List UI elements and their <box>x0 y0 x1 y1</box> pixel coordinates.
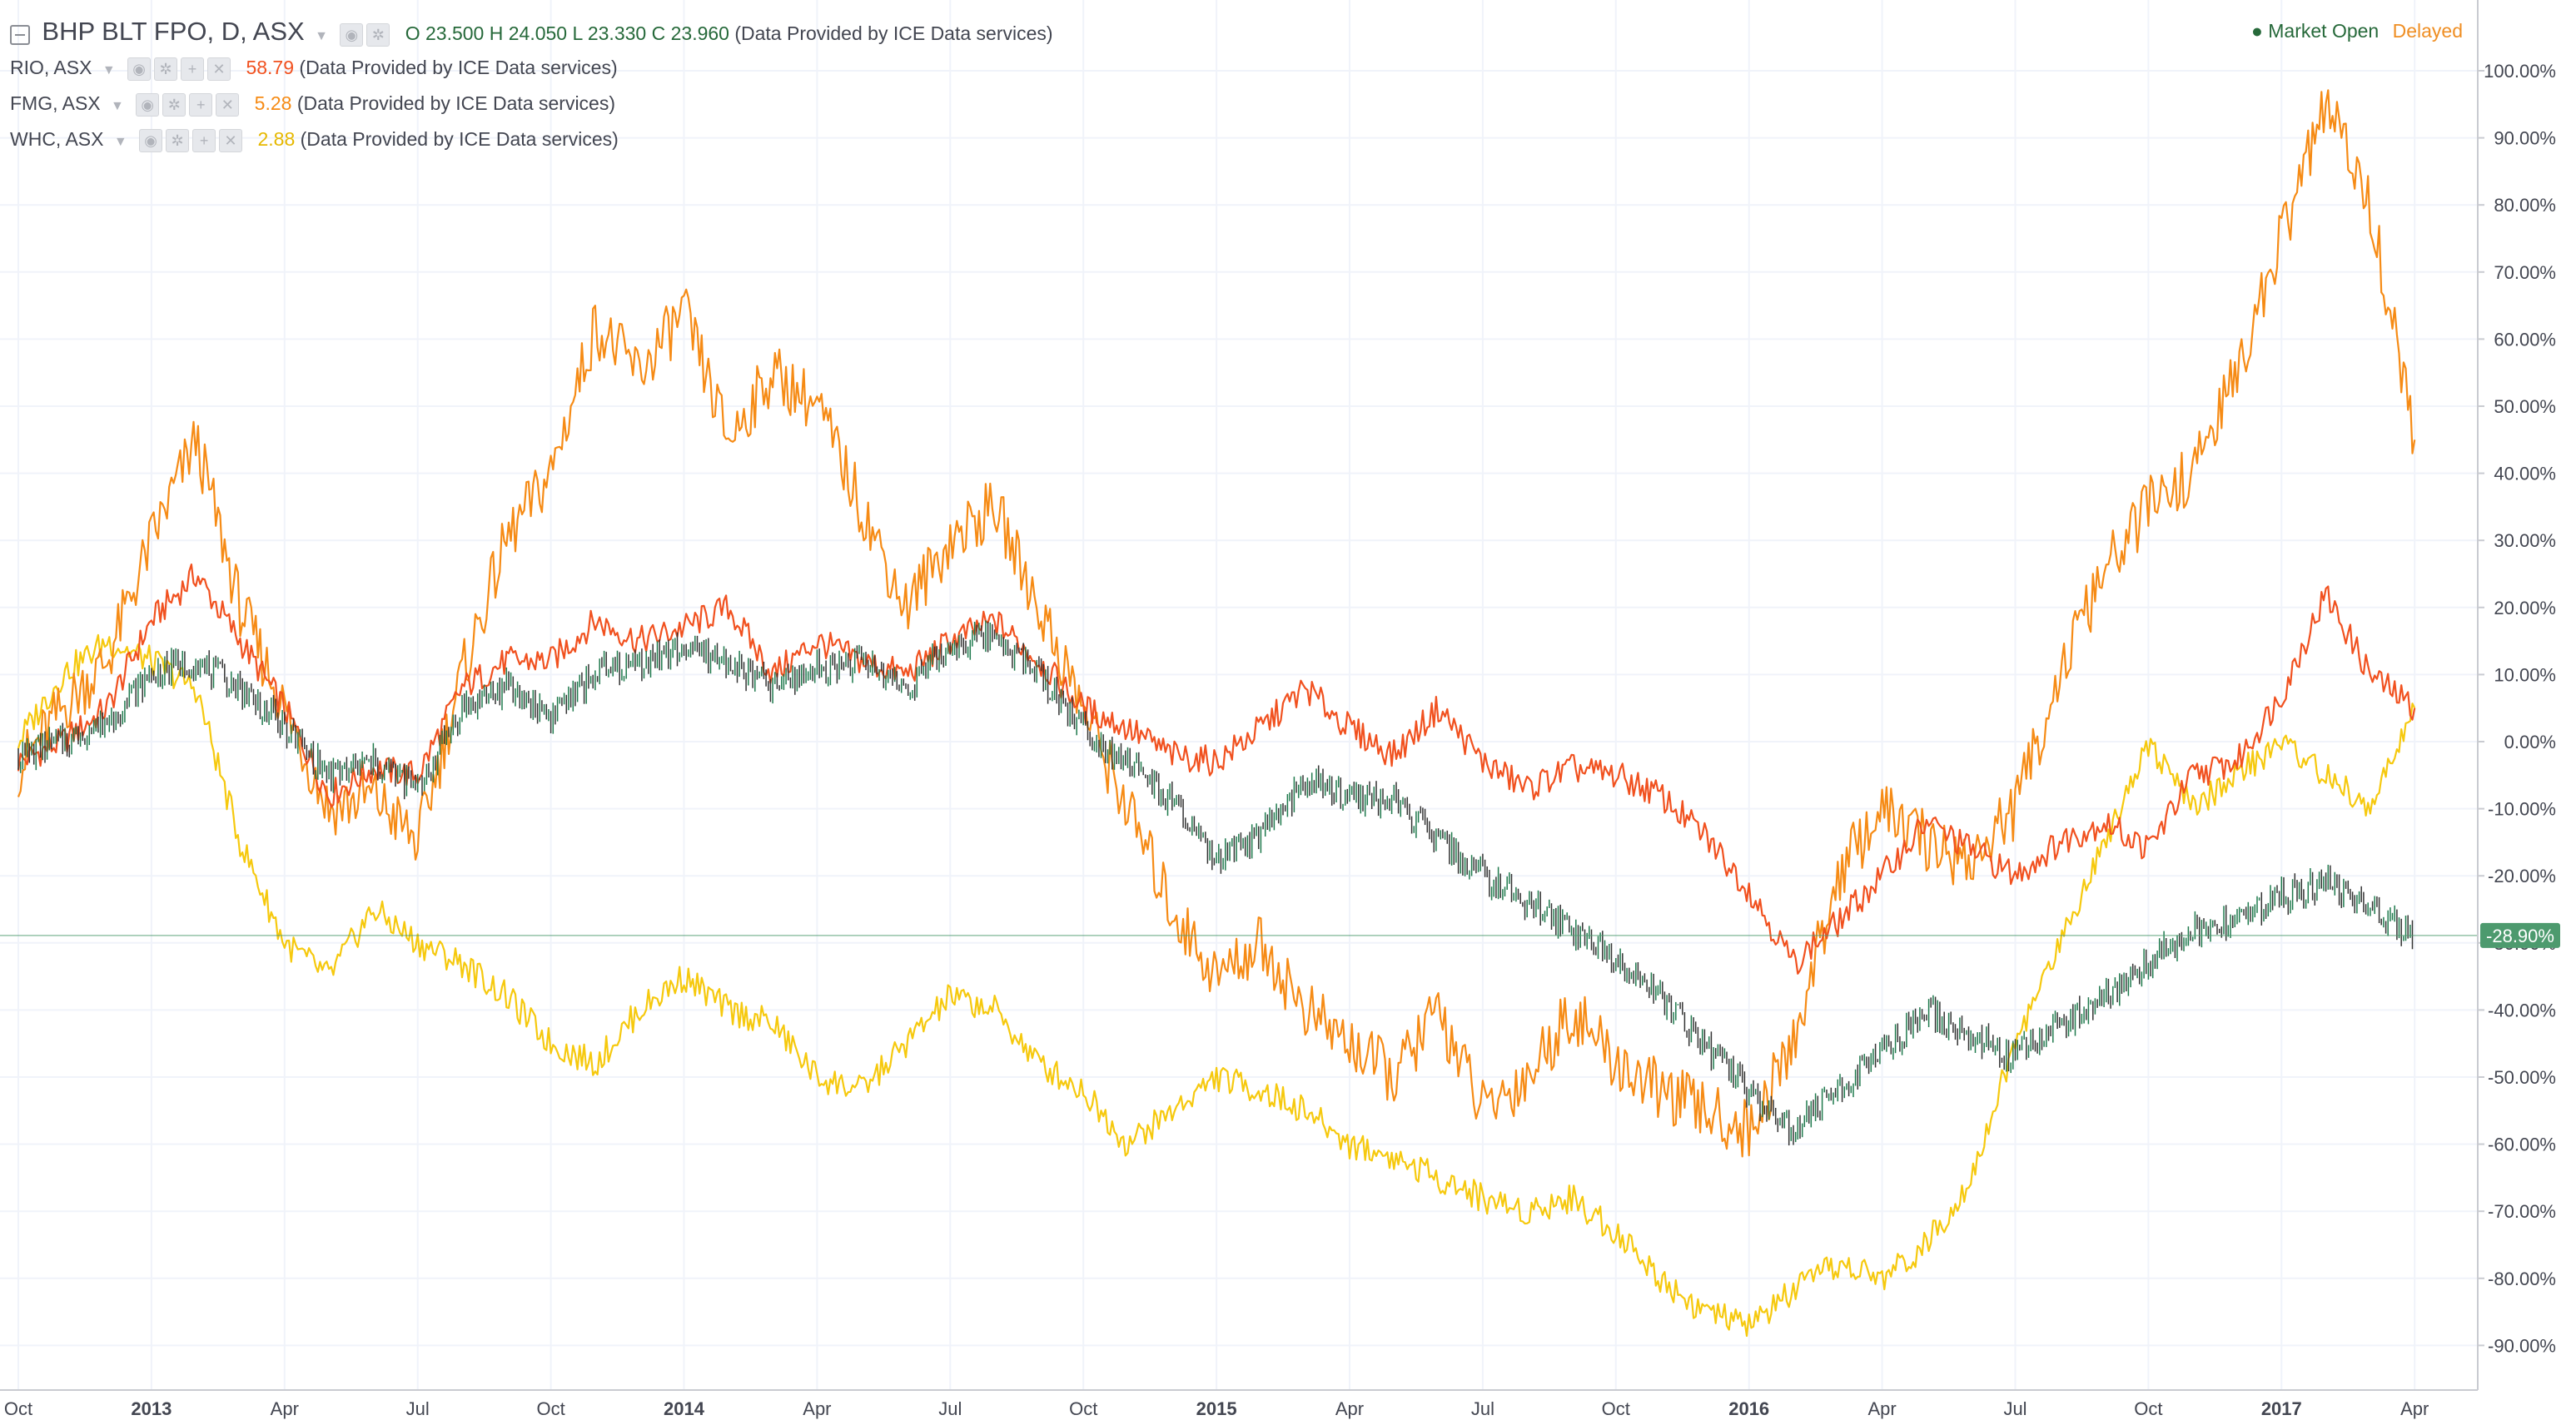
eye-icon[interactable]: ◉ <box>340 23 364 47</box>
series-tools: ◉ ✲ + ✕ <box>127 57 234 82</box>
provider-text: (Data Provided by ICE Data services) <box>734 22 1053 44</box>
y-tick-label: 40.00% <box>2494 464 2556 484</box>
gear-icon[interactable]: ✲ <box>154 57 178 82</box>
x-tick-label: Oct <box>536 1398 564 1419</box>
caret-down-icon[interactable]: ▼ <box>113 135 127 149</box>
compare-symbol-fmg[interactable]: FMG, ASX <box>10 92 101 114</box>
compare-legend-rio: RIO, ASX ▼ ◉ ✲ + ✕ 58.79 (Data Provided by … <box>10 57 618 82</box>
high-label: H <box>489 22 504 44</box>
caret-down-icon[interactable]: ▼ <box>111 99 124 113</box>
time-axis[interactable]: Oct 2013 Apr Jul Oct 2014 Apr Jul Oct 2015 Apr Jul O… <box>0 1389 2478 1419</box>
y-tick-label: 10.00% <box>2494 664 2556 685</box>
close-icon[interactable]: ✕ <box>207 57 231 82</box>
x-tick-label: 2014 <box>664 1398 705 1419</box>
x-tick-label: Apr <box>2400 1398 2429 1419</box>
market-status: ● Market Open Delayed <box>2251 20 2463 42</box>
x-tick-label: 2016 <box>1728 1398 1769 1419</box>
close-icon[interactable]: ✕ <box>216 93 240 117</box>
y-tick-label: 80.00% <box>2494 195 2556 216</box>
compare-symbol-whc[interactable]: WHC, ASX <box>10 128 104 150</box>
x-tick-label: Apr <box>803 1398 831 1419</box>
market-open-dot-icon: ● <box>2250 20 2263 42</box>
compare-legend-fmg: FMG, ASX ▼ ◉ ✲ + ✕ 5.28 (Data Provided by I… <box>10 92 615 117</box>
eye-icon[interactable]: ◉ <box>127 57 152 82</box>
collapse-icon[interactable] <box>10 24 30 45</box>
x-tick-label: Jul <box>406 1398 430 1419</box>
y-tick-label: -10.00% <box>2488 799 2556 820</box>
plus-icon[interactable]: + <box>192 129 216 153</box>
x-tick-label: 2015 <box>1196 1398 1237 1419</box>
gear-icon[interactable]: ✲ <box>162 93 186 117</box>
close-value: 23.960 <box>670 22 729 44</box>
y-tick-label: -80.00% <box>2488 1269 2556 1289</box>
delayed-label: Delayed <box>2392 20 2463 42</box>
compare-legend-whc: WHC, ASX ▼ ◉ ✲ + ✕ 2.88 (Data Provided by I… <box>10 128 619 153</box>
caret-down-icon[interactable]: ▼ <box>102 63 116 77</box>
provider-text: (Data Provided by ICE Data services) <box>300 128 619 150</box>
close-label: C <box>651 22 666 44</box>
series-tools: ◉ ✲ + ✕ <box>136 92 242 117</box>
y-tick-label: 20.00% <box>2494 598 2556 618</box>
x-tick-label: 2017 <box>2261 1398 2302 1419</box>
open-label: O <box>405 22 420 44</box>
grid <box>0 0 2477 1390</box>
x-tick-label: Jul <box>2003 1398 2026 1419</box>
plus-icon[interactable]: + <box>189 93 213 117</box>
x-tick-label: Apr <box>1867 1398 1896 1419</box>
y-tick-label: 0.00% <box>2504 732 2556 752</box>
x-tick-label: Apr <box>1335 1398 1364 1419</box>
low-value: 23.330 <box>587 22 647 44</box>
series-tools: ◉ ✲ + ✕ <box>139 128 246 153</box>
series-tools: ◉ ✲ <box>340 22 393 47</box>
y-tick-label: 30.00% <box>2494 530 2556 551</box>
main-symbol[interactable]: BHP BLT FPO, D, ASX <box>42 17 305 46</box>
y-tick-label: -40.00% <box>2488 1000 2556 1020</box>
x-tick-label: 2013 <box>131 1398 172 1419</box>
compare-symbol-rio[interactable]: RIO, ASX <box>10 57 92 78</box>
open-value: 23.500 <box>425 22 485 44</box>
x-tick-label: Oct <box>1069 1398 1097 1419</box>
provider-text: (Data Provided by ICE Data services) <box>296 92 616 114</box>
x-tick-label: Jul <box>938 1398 962 1419</box>
y-tick-label: -70.00% <box>2488 1201 2556 1222</box>
y-tick-label: -90.00% <box>2488 1335 2556 1356</box>
caret-down-icon[interactable]: ▼ <box>315 29 328 43</box>
y-tick-label: 70.00% <box>2494 262 2556 283</box>
y-tick-label: -20.00% <box>2488 866 2556 886</box>
eye-icon[interactable]: ◉ <box>139 129 163 153</box>
eye-icon[interactable]: ◉ <box>136 93 160 117</box>
price-axis[interactable]: 100.00% 90.00% 80.00% 70.00% 60.00% 50.00% 40.… <box>2477 0 2556 1390</box>
provider-text: (Data Provided by ICE Data services) <box>299 57 618 78</box>
plus-icon[interactable]: + <box>181 57 205 82</box>
x-tick-label: Oct <box>4 1398 32 1419</box>
main-series-legend: BHP BLT FPO, D, ASX ▼ ◉ ✲ O 23.500 H 24.0… <box>10 17 1053 47</box>
low-label: L <box>572 22 583 44</box>
x-tick-label: Jul <box>1471 1398 1494 1419</box>
x-tick-label: Apr <box>271 1398 299 1419</box>
compare-value-fmg: 5.28 <box>254 92 292 114</box>
market-open-label: Market Open <box>2268 20 2380 42</box>
y-tick-label: -50.00% <box>2488 1067 2556 1088</box>
y-tick-label: 50.00% <box>2494 396 2556 417</box>
y-tick-label: 60.00% <box>2494 329 2556 350</box>
x-tick-label: Oct <box>1602 1398 1630 1419</box>
last-value-badge: -28.90% <box>2480 922 2560 948</box>
last-value-badge-bg <box>2480 922 2560 948</box>
close-icon[interactable]: ✕ <box>219 129 243 153</box>
high-value: 24.050 <box>508 22 568 44</box>
series-candles-bhp[interactable] <box>17 620 2414 1146</box>
compare-value-whc: 2.88 <box>257 128 296 150</box>
y-tick-label: 100.00% <box>2484 61 2556 82</box>
x-tick-label: Oct <box>2134 1398 2162 1419</box>
compare-value-rio: 58.79 <box>246 57 295 78</box>
gear-icon[interactable]: ✲ <box>166 129 190 153</box>
ohlc-values: O 23.500 H 24.050 L 23.330 C 23.960 <box>405 22 735 44</box>
series-layer <box>17 89 2416 1338</box>
last-value-badge-label: -28.90% <box>2486 926 2554 946</box>
y-tick-label: 90.00% <box>2494 128 2556 149</box>
gear-icon[interactable]: ✲ <box>366 23 390 47</box>
series-line-fmg[interactable] <box>17 89 2416 1158</box>
y-tick-label: -60.00% <box>2488 1135 2556 1155</box>
